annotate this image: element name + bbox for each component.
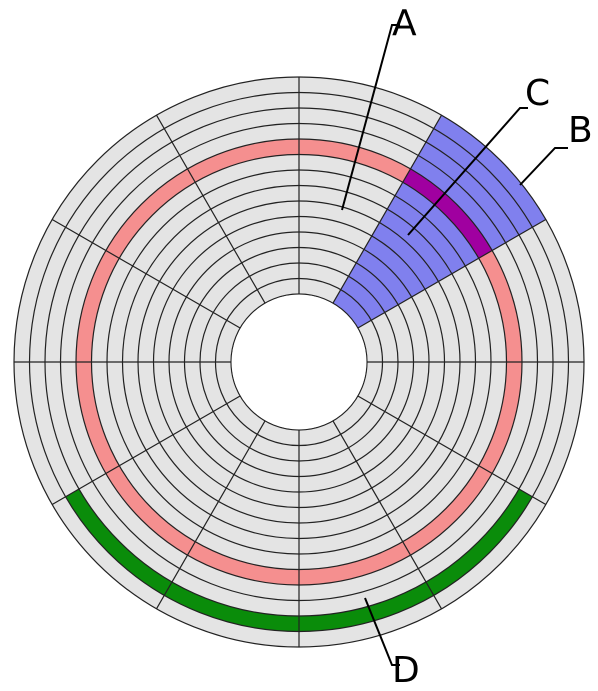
sector-divider bbox=[155, 114, 266, 304]
label-d: D bbox=[392, 650, 420, 691]
spindle-hole bbox=[231, 294, 367, 430]
sector-divider bbox=[357, 395, 547, 506]
sector-divider bbox=[357, 218, 547, 329]
label-a: A bbox=[392, 3, 417, 44]
geometric-sector-highlight bbox=[333, 115, 546, 328]
sector-divider bbox=[332, 420, 443, 610]
callout-line-c bbox=[407, 107, 528, 236]
disk-platter bbox=[13, 76, 585, 648]
track-sector-highlight bbox=[402, 168, 493, 259]
label-b: B bbox=[568, 110, 593, 151]
sector-divider bbox=[51, 218, 241, 329]
sector-divider bbox=[332, 114, 443, 304]
sector-divider bbox=[51, 395, 241, 506]
callout-line-a bbox=[341, 24, 400, 211]
callout-line-b bbox=[519, 147, 568, 186]
callout-line-d bbox=[364, 597, 400, 666]
sector-divider bbox=[155, 420, 266, 610]
label-c: C bbox=[525, 73, 550, 114]
callouts: A B C D bbox=[341, 3, 593, 691]
